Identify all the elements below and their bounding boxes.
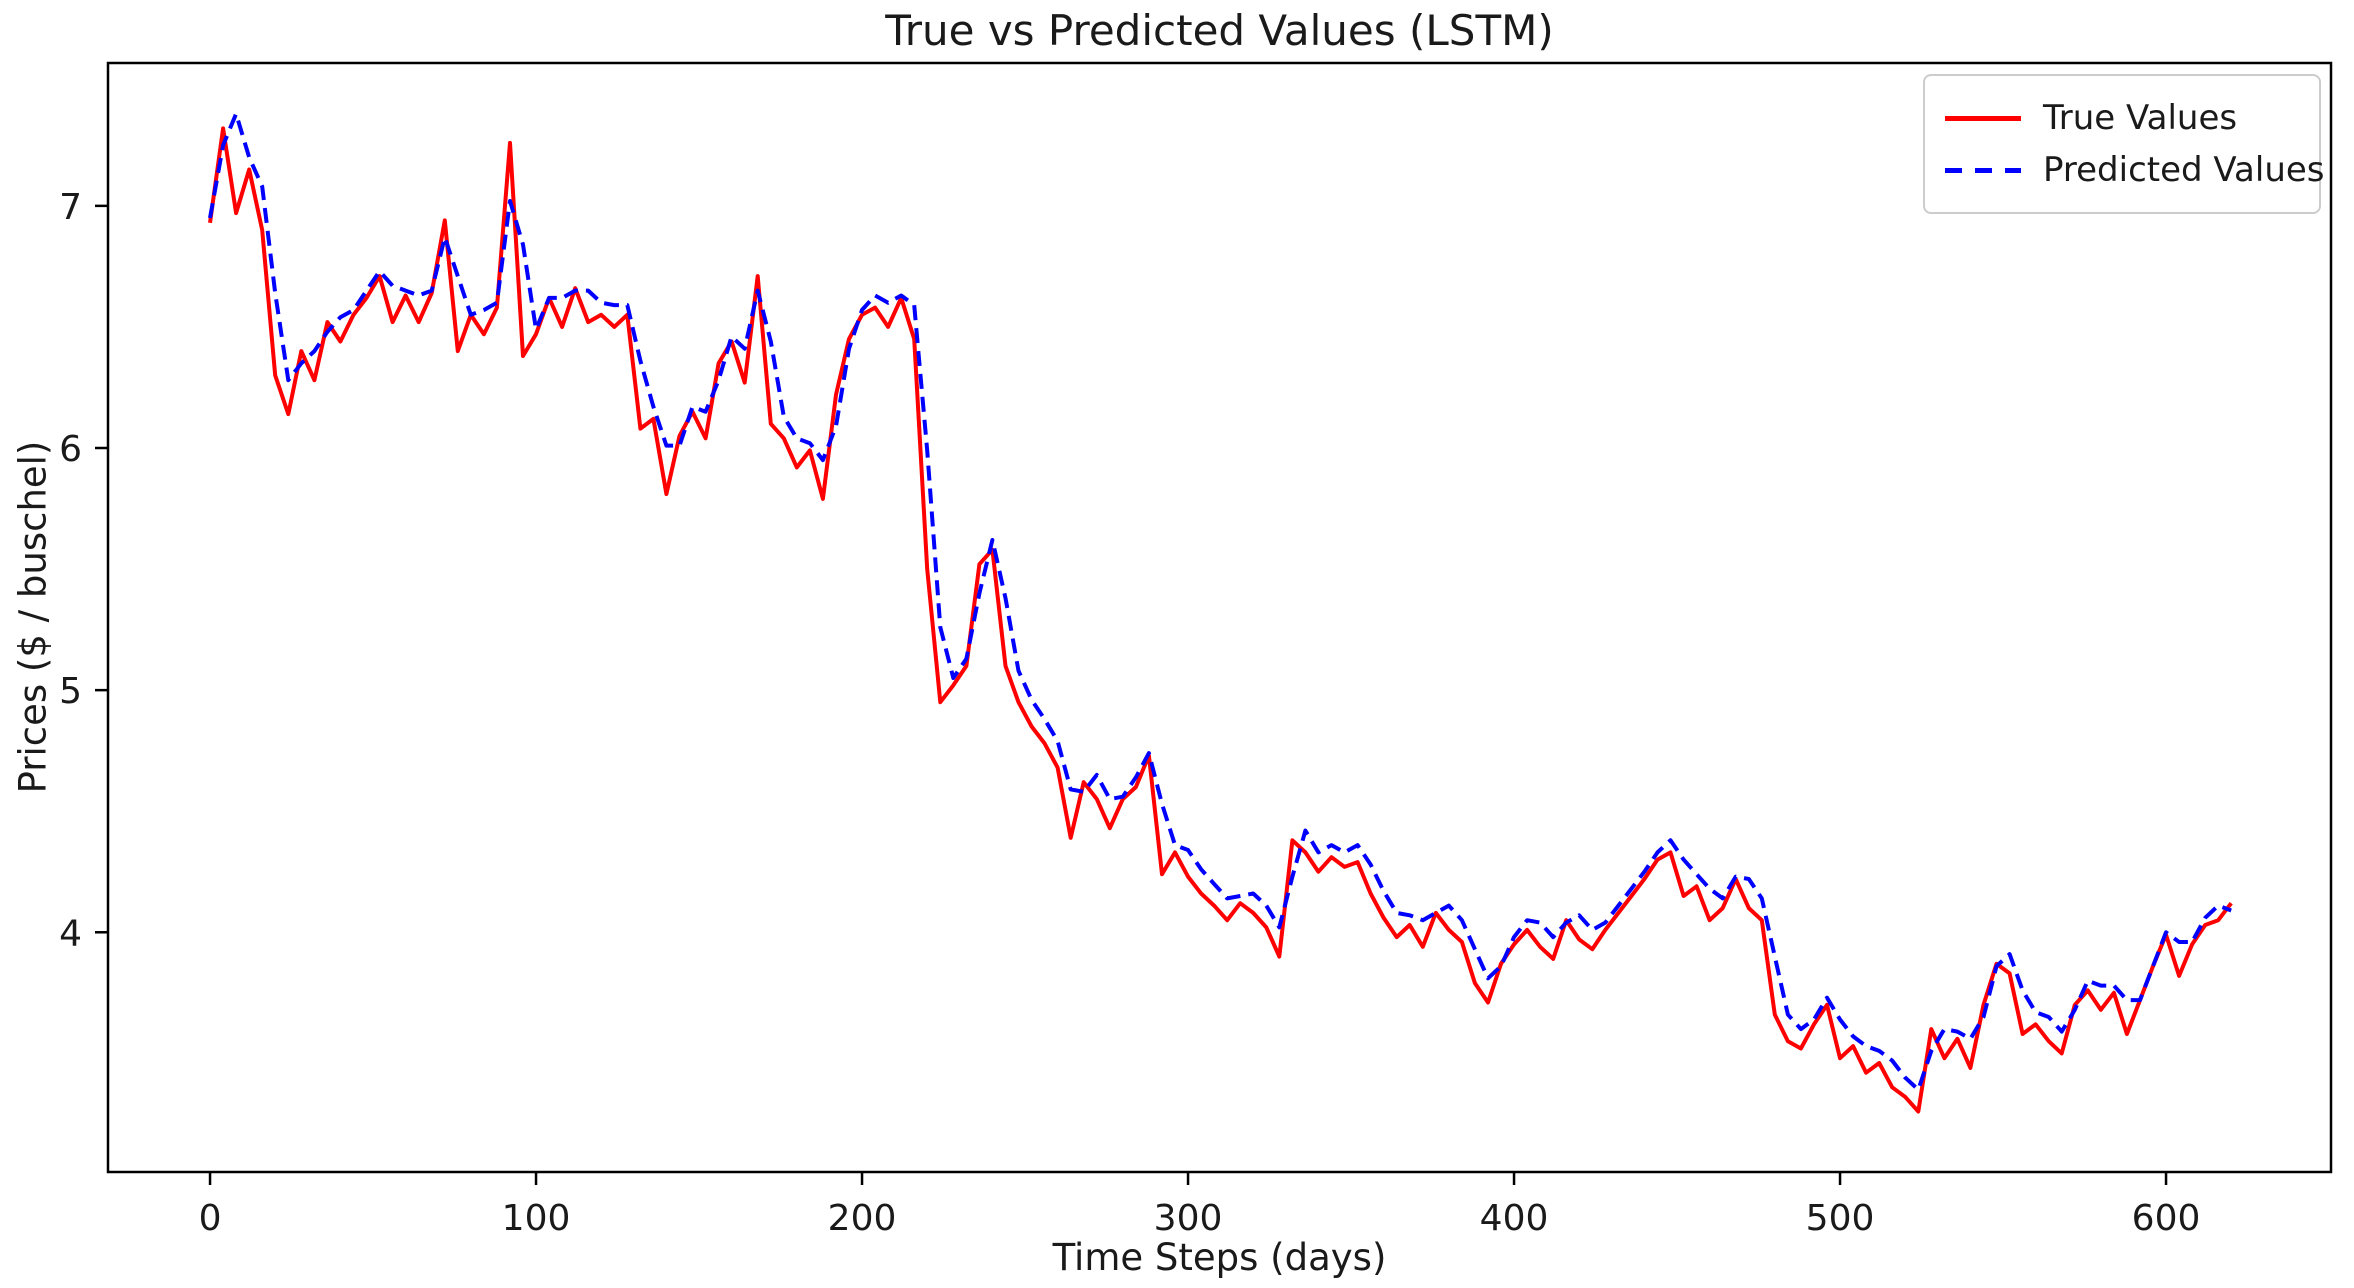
- true-values-line: [208, 126, 2233, 1114]
- x-tick-label: 100: [502, 1198, 571, 1239]
- true-values-line-swatch: [1945, 115, 2021, 121]
- chart-title: True vs Predicted Values (LSTM): [885, 6, 1554, 55]
- legend-label: Predicted Values: [2043, 150, 2325, 190]
- predicted-values-line-swatch: [1945, 167, 2021, 173]
- legend-label: True Values: [2043, 98, 2238, 138]
- x-tick-label: 300: [1154, 1198, 1223, 1239]
- legend-entry-true-values: True Values: [1945, 92, 2295, 144]
- y-tick-label: 4: [59, 913, 82, 954]
- y-tick-label: 5: [59, 671, 82, 712]
- legend-entry-predicted-values: Predicted Values: [1945, 144, 2325, 196]
- legend: True Values Predicted Values: [1923, 74, 2325, 214]
- x-tick-label: 0: [199, 1198, 222, 1239]
- x-tick-label: 600: [2132, 1198, 2201, 1239]
- x-tick-label: 200: [828, 1198, 897, 1239]
- axes-spines: [106, 61, 2333, 1174]
- predicted-values-line: [208, 111, 2232, 1092]
- y-tick-label: 6: [59, 429, 82, 470]
- y-axis-label: Prices ($ / buschel): [11, 440, 55, 794]
- y-tick-label: 7: [59, 187, 82, 228]
- x-tick-label: 500: [1806, 1198, 1875, 1239]
- x-axis-label: Time Steps (days): [1052, 1236, 1387, 1279]
- x-tick-label: 400: [1480, 1198, 1549, 1239]
